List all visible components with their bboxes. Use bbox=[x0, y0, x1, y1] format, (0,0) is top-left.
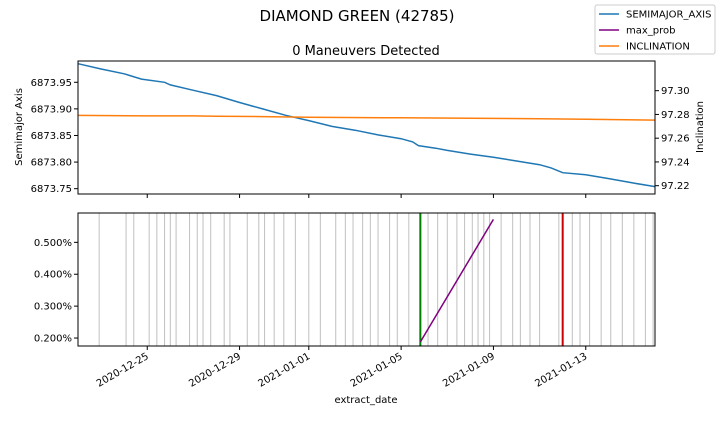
top-y2-tick-label: 97.30 bbox=[661, 86, 690, 97]
top-series-group bbox=[77, 62, 656, 188]
top-x-ticks bbox=[146, 194, 587, 198]
bottom-y-tick-label: 0.500% bbox=[34, 238, 72, 249]
x-tick-label: 2021-01-05 bbox=[349, 351, 405, 390]
bottom-y-tick-label: 0.400% bbox=[34, 270, 72, 281]
top-y2-ticks: 97.22 97.24 97.26 97.28 97.30 bbox=[655, 86, 690, 192]
marker-lines bbox=[419, 213, 564, 346]
legend: SEMIMAJOR_AXIS max_prob INCLINATION bbox=[594, 4, 716, 55]
observation-lines bbox=[98, 213, 654, 346]
top-y-tick-label: 6873.75 bbox=[31, 184, 72, 195]
top-y2-axis-label: Inclination bbox=[695, 101, 706, 153]
legend-label: INCLINATION bbox=[626, 42, 690, 53]
top-chart-panel: 6873.75 6873.80 6873.85 6873.90 6873.95 97.2… bbox=[14, 60, 706, 198]
x-tick-label: 2021-01-09 bbox=[441, 351, 497, 390]
series-line-semimajor-axis bbox=[77, 62, 656, 188]
series-line-inclination bbox=[77, 114, 656, 121]
top-y-ticks: 6873.75 6873.80 6873.85 6873.90 6873.95 bbox=[31, 78, 78, 195]
top-y-tick-label: 6873.85 bbox=[31, 131, 72, 142]
top-y2-tick-label: 97.28 bbox=[661, 110, 690, 121]
x-tick-label: 2021-01-01 bbox=[256, 351, 312, 390]
legend-box bbox=[594, 4, 716, 55]
top-y-axis-label: Semimajor Axis bbox=[14, 88, 25, 166]
bottom-y-ticks: 0.200% 0.300% 0.400% 0.500% bbox=[34, 238, 78, 345]
x-tick-label: 2020-12-29 bbox=[187, 351, 243, 390]
bottom-chart-panel: 0.200%0.300%0.400%0.500% 2020-12-25 2020-… bbox=[34, 212, 656, 406]
top-y2-tick-label: 97.22 bbox=[661, 181, 690, 192]
legend-label: SEMIMAJOR_AXIS bbox=[626, 10, 711, 21]
bottom-x-ticks: 2020-12-25 2020-12-29 2021-01-01 2021-01-05… bbox=[95, 346, 589, 390]
bottom-y-tick-label: 0.200% bbox=[34, 334, 72, 345]
top-y2-tick-label: 97.26 bbox=[661, 134, 690, 145]
top-y2-tick-label: 97.24 bbox=[661, 157, 690, 168]
top-plot-area bbox=[78, 61, 655, 194]
x-axis-label: extract_date bbox=[334, 395, 397, 406]
top-chart-title: 0 Maneuvers Detected bbox=[292, 44, 440, 59]
x-tick-label: 2021-01-13 bbox=[533, 351, 589, 390]
bottom-plot-frame bbox=[77, 212, 656, 347]
series-line-max-prob bbox=[419, 219, 495, 343]
top-y-tick-label: 6873.95 bbox=[31, 78, 72, 89]
top-plot-frame bbox=[77, 60, 656, 195]
bottom-series-group bbox=[419, 219, 495, 343]
figure-suptitle: DIAMOND GREEN (42785) bbox=[260, 7, 455, 25]
top-y-tick-label: 6873.90 bbox=[31, 104, 72, 115]
x-tick-label: 2020-12-25 bbox=[95, 351, 151, 390]
top-y-tick-label: 6873.80 bbox=[31, 158, 72, 169]
legend-items: SEMIMAJOR_AXIS max_prob INCLINATION bbox=[599, 10, 711, 53]
legend-label: max_prob bbox=[626, 26, 676, 37]
bottom-y-tick-label: 0.300% bbox=[34, 302, 72, 313]
